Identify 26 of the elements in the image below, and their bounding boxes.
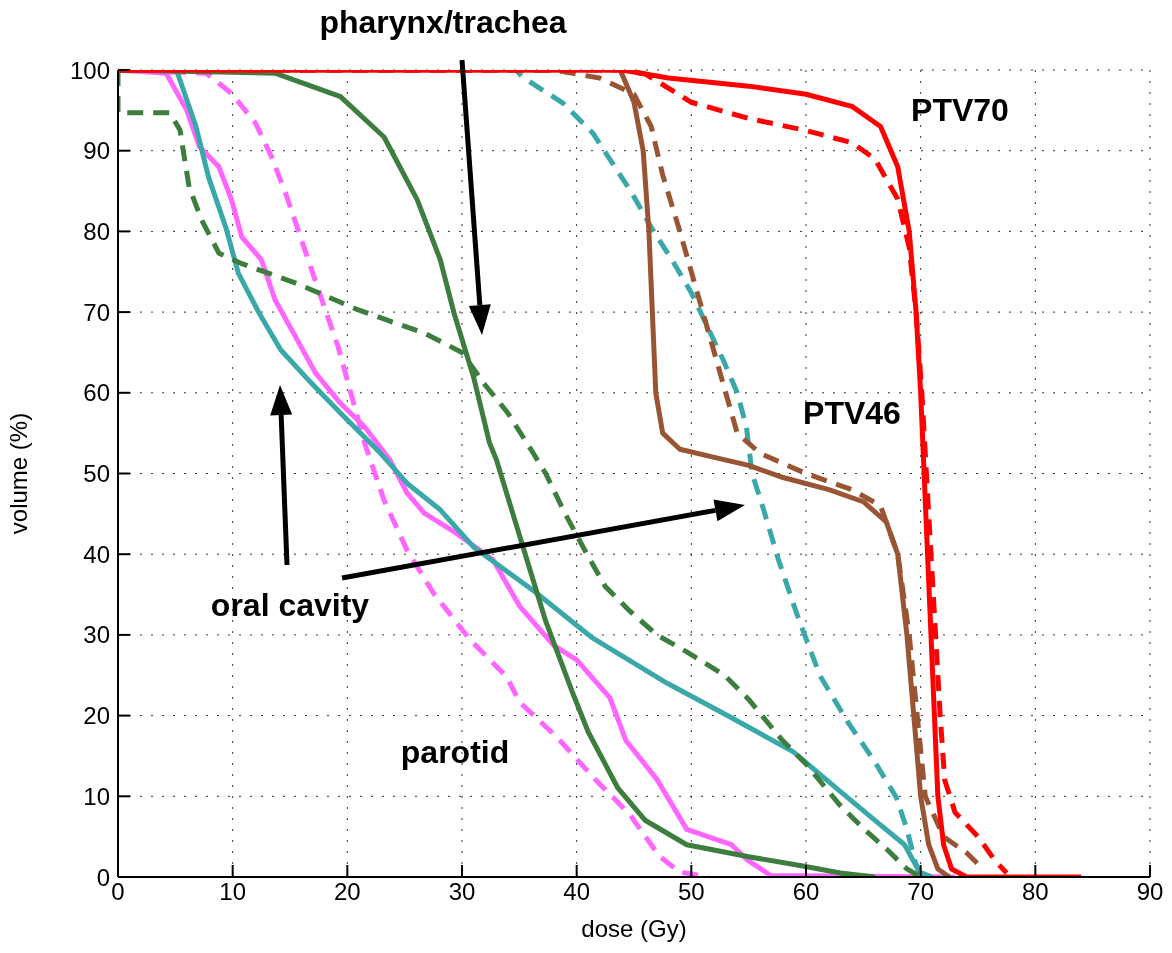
x-tick-label: 80 bbox=[1021, 878, 1049, 906]
y-tick-label: 100 bbox=[69, 56, 110, 84]
y-tick-label: 10 bbox=[83, 782, 110, 810]
y-axis-title: volume (%) bbox=[4, 412, 32, 535]
x-axis-title: dose (Gy) bbox=[581, 915, 687, 942]
x-tick-label: 30 bbox=[448, 878, 476, 906]
annotation: parotid bbox=[400, 734, 510, 770]
x-tick-label: 60 bbox=[792, 878, 820, 906]
x-tick-label: 70 bbox=[907, 878, 935, 906]
y-tick-label: 80 bbox=[83, 217, 110, 245]
x-tick-label: 90 bbox=[1136, 878, 1164, 906]
y-tick-label: 50 bbox=[83, 460, 110, 488]
annotation: PTV70 bbox=[911, 92, 1009, 128]
text: pharynx/trachea bbox=[319, 4, 567, 40]
y-tick-label: 90 bbox=[83, 137, 110, 165]
x-tick-label: 10 bbox=[219, 878, 247, 906]
y-tick-label: 60 bbox=[83, 379, 110, 407]
x-tick-label: 20 bbox=[333, 878, 361, 906]
y-tick-label: 70 bbox=[83, 298, 110, 326]
x-tick-label: 40 bbox=[563, 878, 591, 906]
y-tick-label: 40 bbox=[83, 540, 110, 568]
x-tick-label: 50 bbox=[677, 878, 705, 906]
y-tick-label: 30 bbox=[83, 621, 110, 649]
annotation: oral cavity bbox=[210, 587, 370, 623]
annotation: PTV46 bbox=[803, 395, 901, 431]
y-tick-label: 20 bbox=[83, 702, 110, 730]
